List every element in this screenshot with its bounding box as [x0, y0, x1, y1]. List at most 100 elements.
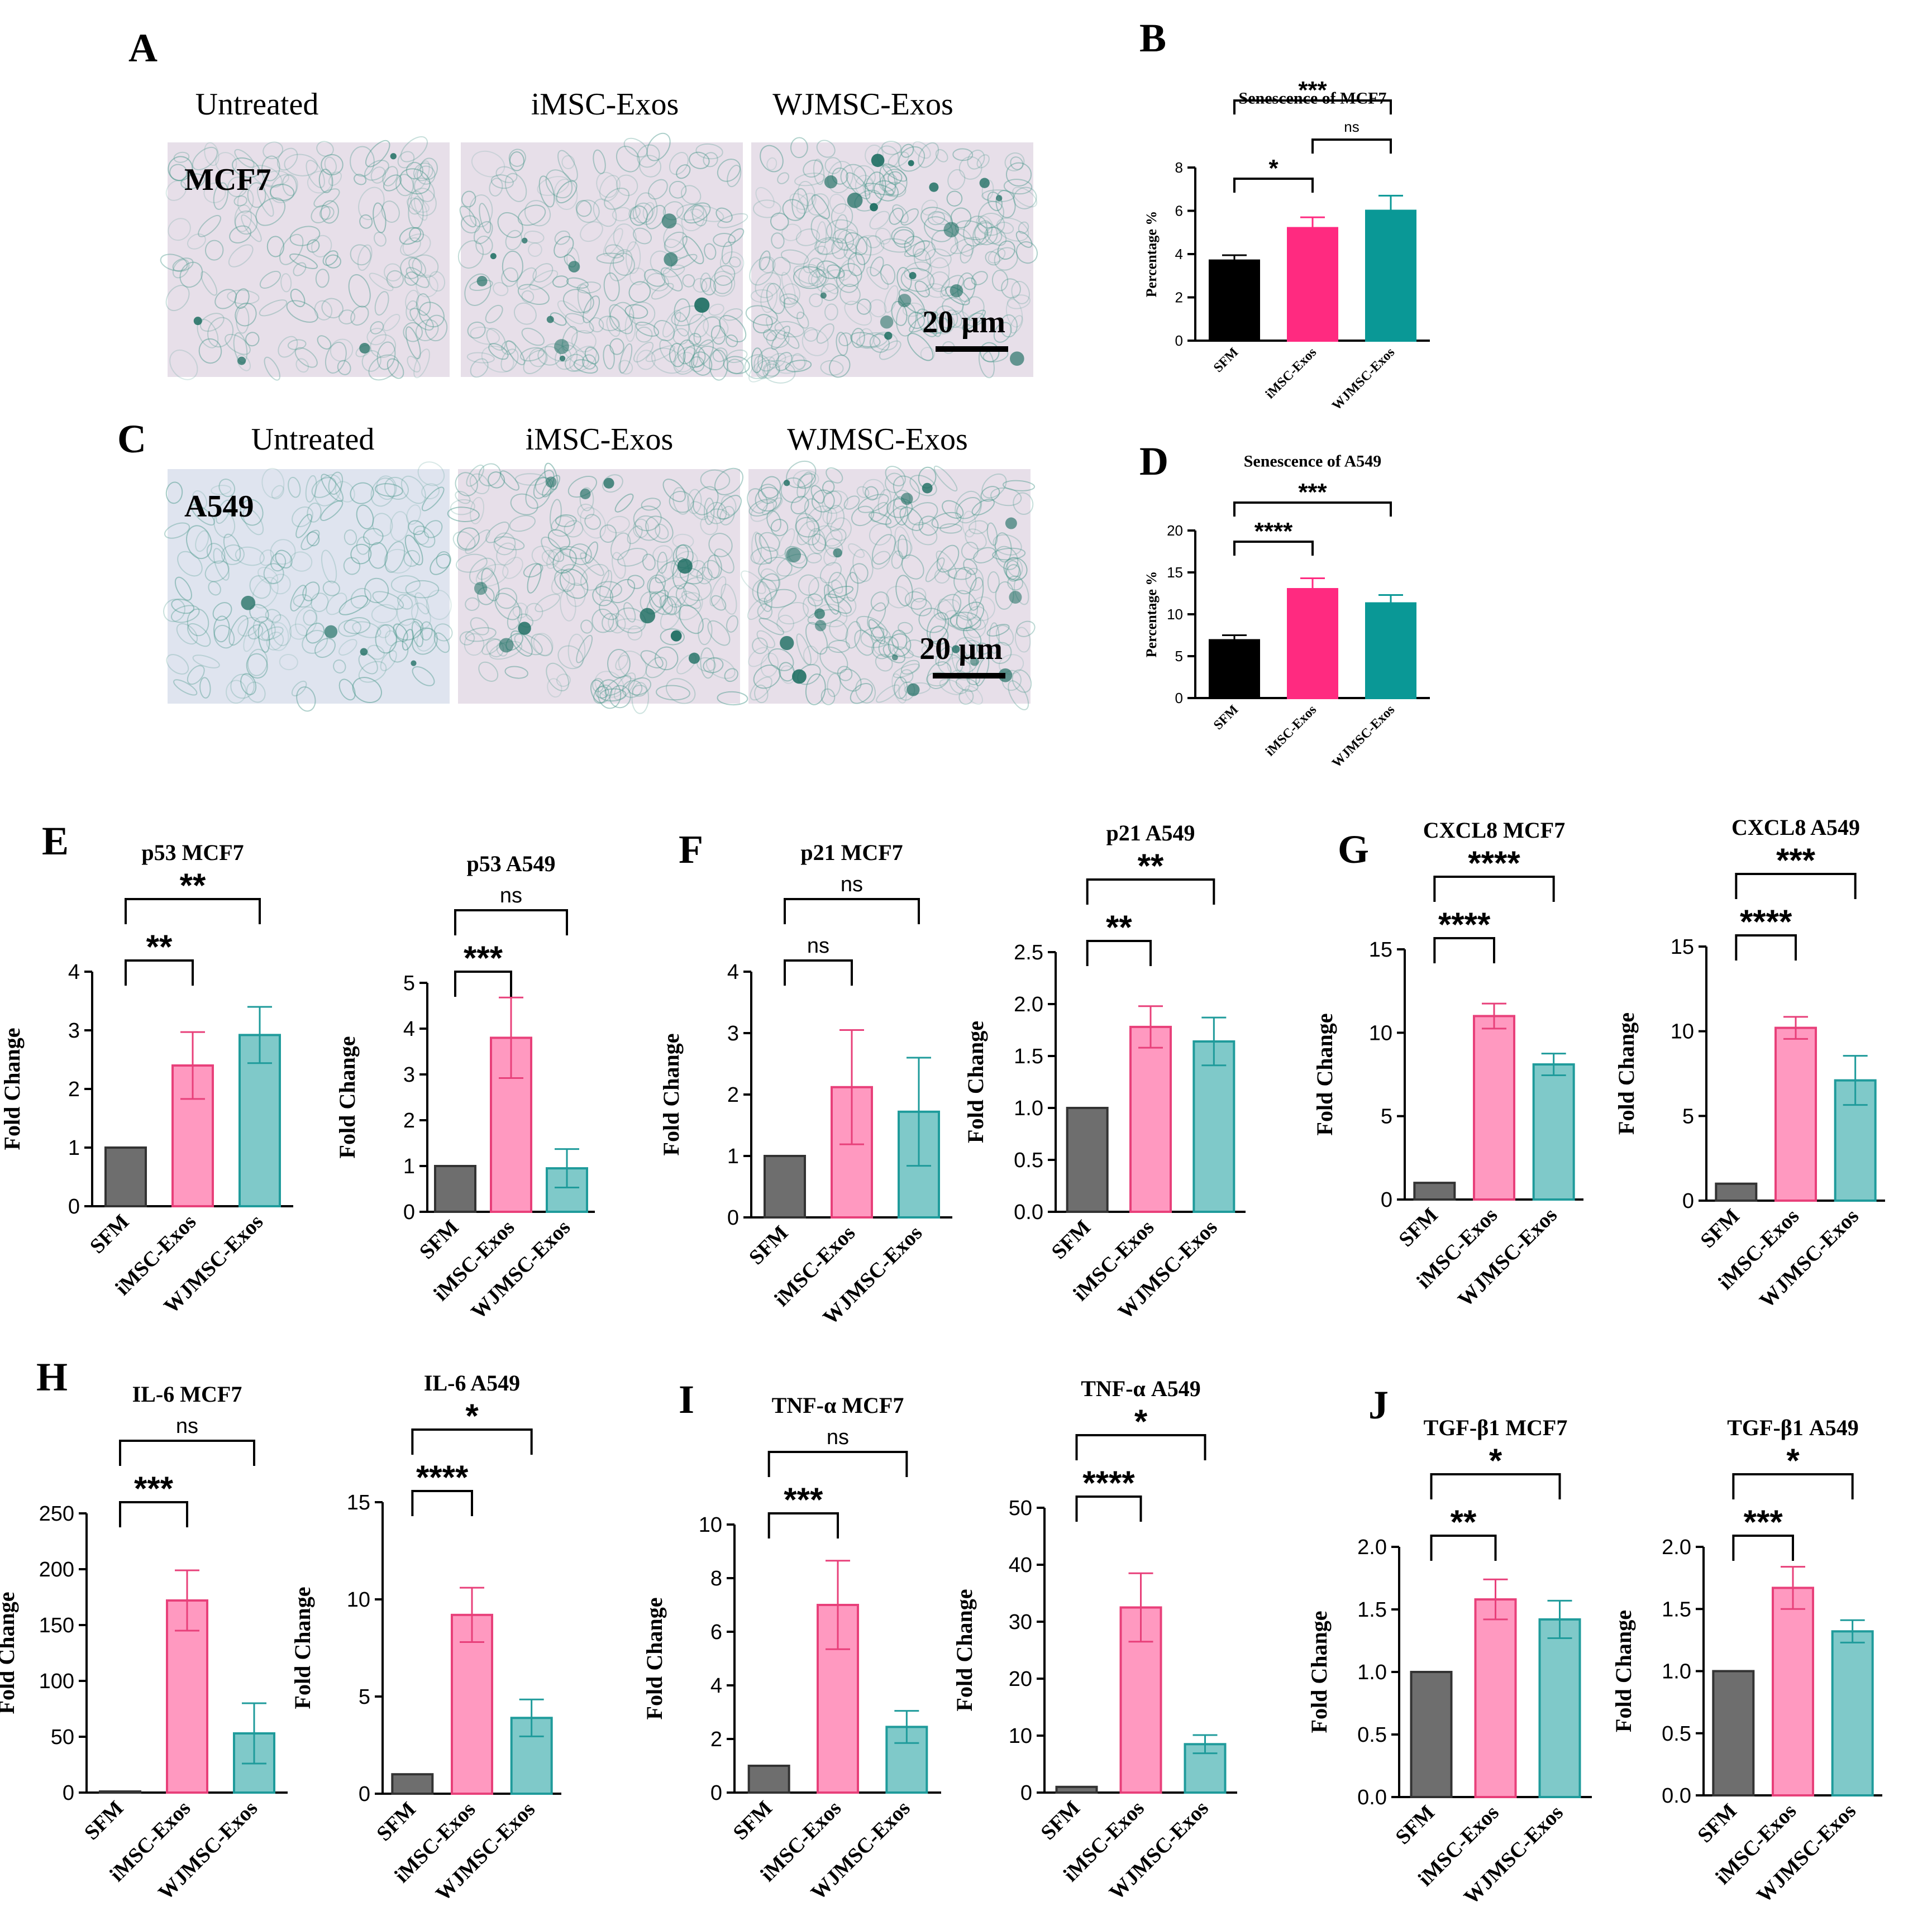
cell-outline: [372, 513, 393, 537]
cell-outline: [780, 293, 799, 305]
cell-outline: [547, 529, 570, 550]
y-tick-label: 15: [1671, 935, 1694, 959]
cell-outline: [807, 593, 823, 606]
significance-label: **: [1138, 847, 1164, 885]
cell-outline: [655, 560, 679, 584]
cell-outline: [927, 312, 942, 337]
x-tick-label: SFM: [85, 1210, 133, 1258]
cell-outline: [937, 594, 962, 620]
cell-outline: [710, 595, 727, 611]
cell-outline: [343, 557, 361, 575]
cell-outline: [790, 495, 809, 514]
y-tick-label: 8: [1175, 159, 1183, 176]
cell-outline: [422, 486, 445, 512]
cell-outline: [659, 339, 676, 363]
cell-outline: [850, 563, 869, 584]
cell-outline: [721, 241, 733, 265]
cell-outline: [719, 505, 735, 525]
cell-outline: [871, 534, 896, 565]
cell-outline: [1015, 231, 1033, 248]
cell-outline: [465, 597, 480, 611]
chart-D: Senescence of A549 0 5 10 15 20 Percentage % SF…: [1143, 452, 1430, 771]
cell-outline: [986, 624, 1010, 637]
cell-outline: [286, 300, 318, 323]
cell-outline: [750, 500, 775, 522]
cell-outline: [708, 533, 733, 557]
cell-outline: [307, 170, 333, 194]
significance-label: ns: [1344, 118, 1359, 135]
y-tick-label: 4: [727, 961, 739, 984]
cell-outline: [870, 256, 884, 277]
cell-outline: [359, 214, 373, 229]
cell-outline: [566, 277, 589, 289]
panel-letter-J: J: [1368, 1383, 1389, 1427]
cell-outline: [406, 300, 419, 321]
chart-title: p53 A549: [467, 851, 556, 876]
cell-outline: [580, 507, 607, 539]
cell-outline: [918, 515, 939, 536]
chart-title: Senescence of MCF7: [1239, 89, 1387, 108]
cell-outline: [625, 241, 641, 274]
cell-outline: [470, 496, 484, 524]
cell-outline: [693, 316, 721, 346]
cell-outline: [623, 602, 636, 623]
y-axis-label: Percentage %: [1143, 211, 1160, 298]
significance-bracket: [1430, 1473, 1561, 1499]
cell-outline: [489, 178, 503, 197]
cell-outline: [747, 598, 768, 620]
cell-outline: [350, 305, 369, 326]
stained-cell: [390, 153, 397, 160]
cell-outline: [672, 533, 694, 549]
cell-outline: [166, 654, 189, 675]
stained-cell: [791, 669, 807, 684]
cell-outline: [382, 166, 398, 187]
cell-outline: [338, 595, 369, 615]
y-tick-label: 0.0: [1662, 1784, 1691, 1808]
cell-outline: [878, 636, 899, 658]
cell-outline: [282, 174, 297, 197]
cell-outline: [287, 339, 307, 350]
cell-outline: [599, 175, 621, 202]
x-tick-label: SFM: [745, 1221, 793, 1269]
cell-outline: [344, 617, 371, 634]
cell-outline: [816, 260, 841, 279]
cell-outline: [963, 216, 988, 247]
cell-outline: [960, 243, 973, 264]
cell-outline: [752, 578, 777, 604]
cell-outline: [384, 548, 412, 574]
y-tick-label: 50: [51, 1726, 74, 1749]
stained-cell: [870, 203, 878, 212]
cell-outline: [550, 515, 575, 537]
significance-label: ****: [416, 1459, 469, 1496]
stained-cell: [871, 154, 885, 168]
cell-outline: [584, 541, 598, 564]
chart-title: TNF-α MCF7: [772, 1393, 904, 1418]
cell-outline: [252, 616, 276, 642]
cell-outline: [828, 639, 850, 653]
cell-outline: [657, 551, 668, 574]
cell-outline: [666, 585, 687, 608]
cell-outline: [789, 193, 809, 211]
cell-outline: [399, 168, 431, 194]
cell-outline: [557, 300, 585, 324]
cell-outline: [869, 299, 887, 318]
cell-outline: [703, 316, 729, 339]
y-tick-label: 8: [710, 1567, 722, 1590]
cell-outline: [882, 644, 905, 663]
x-tick-label: SFM: [729, 1796, 777, 1845]
cell-outline: [562, 289, 594, 313]
cell-outline: [322, 250, 338, 266]
cell-outline: [207, 317, 234, 348]
micrograph-column-label: Untreated: [251, 422, 375, 457]
y-tick-label: 1.5: [1662, 1598, 1691, 1621]
cell-outline: [501, 340, 517, 355]
cell-outline: [203, 182, 226, 203]
cell-outline: [794, 173, 826, 187]
cell-outline: [289, 623, 308, 640]
cell-outline: [819, 646, 848, 674]
micrograph-background: [748, 469, 1031, 704]
y-tick-label: 1.0: [1357, 1661, 1387, 1684]
y-tick-label: 100: [39, 1670, 74, 1693]
cell-outline: [233, 195, 247, 207]
